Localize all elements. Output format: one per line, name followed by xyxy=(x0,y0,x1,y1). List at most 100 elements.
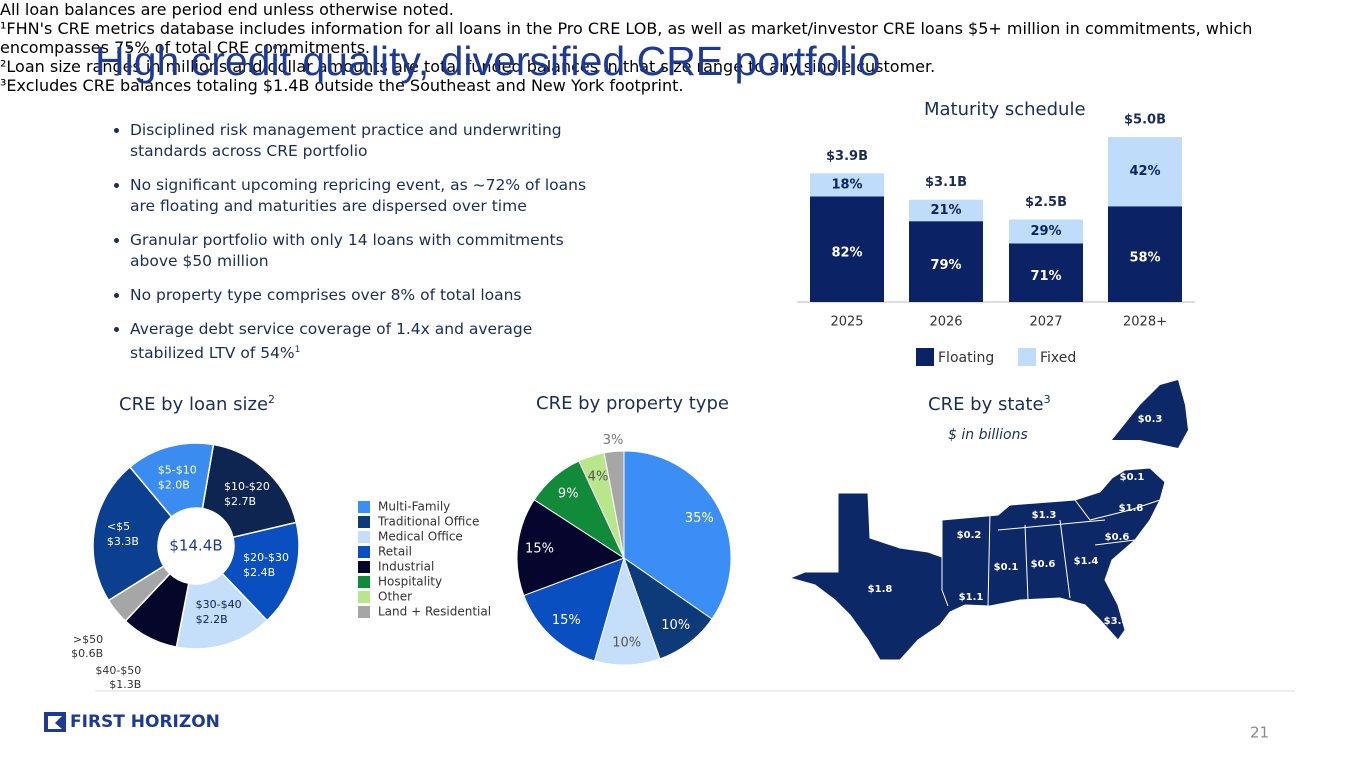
donut-slice xyxy=(92,465,173,602)
legend-label: Industrial xyxy=(378,560,434,574)
bullet: Disciplined risk management practice and… xyxy=(130,120,600,162)
data-label: 79% xyxy=(930,258,961,273)
donut-slice xyxy=(221,521,300,622)
bar-segment xyxy=(1108,206,1182,302)
map-state xyxy=(1112,380,1188,448)
data-label: 18% xyxy=(831,177,862,192)
map-label: $0.6 xyxy=(1105,532,1130,543)
data-label: 42% xyxy=(1129,164,1160,179)
data-label: 29% xyxy=(1030,224,1061,239)
data-label: 58% xyxy=(1129,251,1160,266)
data-label: $0.6B xyxy=(71,647,103,660)
data-label: 10% xyxy=(661,618,690,633)
total-label: $5.0B xyxy=(1124,113,1166,128)
legend-label: Land + Residential xyxy=(378,605,491,619)
map-label: $0.1 xyxy=(994,562,1019,573)
slice-category: <$5 xyxy=(107,520,130,533)
chart-title: CRE by loan size xyxy=(119,394,269,415)
slice-category: $30-$40 xyxy=(196,598,242,611)
data-label: 71% xyxy=(1030,269,1061,284)
legend-label: Hospitality xyxy=(378,575,442,589)
map-label: $0.2 xyxy=(957,530,982,541)
legend-swatch xyxy=(916,348,934,366)
data-label: $3.3B xyxy=(107,535,139,548)
map-label: $3.8 xyxy=(1104,616,1129,627)
footnote: ¹FHN's CRE metrics database includes inf… xyxy=(0,19,1253,57)
bar-segment xyxy=(1009,219,1083,244)
x-tick-label: 2026 xyxy=(929,315,962,330)
bar-segment xyxy=(1108,137,1182,207)
chart-title: CRE by state xyxy=(928,394,1044,415)
map-label: $1.8 xyxy=(1119,503,1144,514)
legend-label: Medical Office xyxy=(378,530,463,544)
map-label: $0.3 xyxy=(1138,414,1163,425)
pie-slice xyxy=(523,557,625,662)
bar-segment xyxy=(909,221,983,302)
data-label: 9% xyxy=(558,486,579,501)
bullet: No property type comprises over 8% of to… xyxy=(130,285,600,306)
brand: FIRST HORIZON xyxy=(70,712,220,732)
map-label: $1.3 xyxy=(1032,510,1057,521)
legend-swatch xyxy=(358,606,370,618)
map-label: $1.4 xyxy=(1074,556,1099,567)
footnote: ²Loan size ranges in millions and dollar… xyxy=(0,57,936,76)
bar-segment xyxy=(810,173,884,197)
slice-category: $20-$30 xyxy=(243,551,289,564)
chart-title: Maturity schedule xyxy=(924,99,1086,120)
bullet: Granular portfolio with only 14 loans wi… xyxy=(130,230,600,272)
bullet: Average debt service coverage of 1.4x an… xyxy=(130,319,600,364)
legend-label: Other xyxy=(378,590,412,604)
center-label: $14.4B xyxy=(169,537,222,555)
map-label: $1.1 xyxy=(959,592,984,603)
data-label: 10% xyxy=(612,635,641,650)
x-tick-label: 2027 xyxy=(1029,315,1062,330)
legend-swatch xyxy=(358,501,370,513)
data-label: $2.7B xyxy=(224,495,256,508)
bullet: No significant upcoming repricing event,… xyxy=(130,175,600,217)
data-label: $1.3B xyxy=(109,678,141,691)
map-label: $1.8 xyxy=(868,584,893,595)
map-state xyxy=(788,467,1166,661)
data-label: 82% xyxy=(831,246,862,261)
legend-swatch xyxy=(358,591,370,603)
data-label: 15% xyxy=(525,541,554,556)
chart-title: CRE by loan size2 xyxy=(119,393,275,415)
total-label: $3.1B xyxy=(925,175,967,190)
pie-slice xyxy=(623,450,732,620)
pie-slice xyxy=(603,450,625,559)
pie-slice xyxy=(516,499,626,597)
chart-title: CRE by property type xyxy=(536,393,729,414)
footnote: All loan balances are period end unless … xyxy=(0,0,454,19)
legend-swatch xyxy=(358,516,370,528)
bar-segment xyxy=(909,199,983,222)
legend-label: Floating xyxy=(938,350,994,366)
slice-category: $10-$20 xyxy=(224,480,270,493)
slice-category: $5-$10 xyxy=(158,463,197,476)
logo-icon xyxy=(48,716,62,729)
legend-swatch xyxy=(358,546,370,558)
bullets: Disciplined risk management practice and… xyxy=(106,120,600,377)
donut-slice xyxy=(128,442,215,518)
legend-swatch xyxy=(358,561,370,573)
map-subtitle: $ in billions xyxy=(948,427,1028,443)
legend-label: Retail xyxy=(378,545,412,559)
data-label: 3% xyxy=(603,433,624,448)
legend-label: Multi-Family xyxy=(378,500,450,514)
state-borders xyxy=(941,499,1161,607)
data-label: $2.4B xyxy=(243,566,275,579)
x-tick-label: 2025 xyxy=(830,315,863,330)
footnote: ³Excludes CRE balances totaling $1.4B ou… xyxy=(0,76,684,95)
chart-title: CRE by state3 xyxy=(928,393,1051,415)
legend-swatch xyxy=(358,576,370,588)
slide-title: High credit quality, diversified CRE por… xyxy=(95,38,881,84)
bar-segment xyxy=(810,196,884,302)
data-label: $2.2B xyxy=(196,613,228,626)
bullet-text: Average debt service coverage of 1.4x an… xyxy=(130,320,533,363)
map-label: $0.6 xyxy=(1031,559,1056,570)
data-label: 15% xyxy=(552,613,581,628)
data-label: 35% xyxy=(685,511,714,526)
page-number: 21 xyxy=(1250,724,1269,742)
x-tick-label: 2028+ xyxy=(1123,315,1167,330)
data-label: 21% xyxy=(930,203,961,218)
